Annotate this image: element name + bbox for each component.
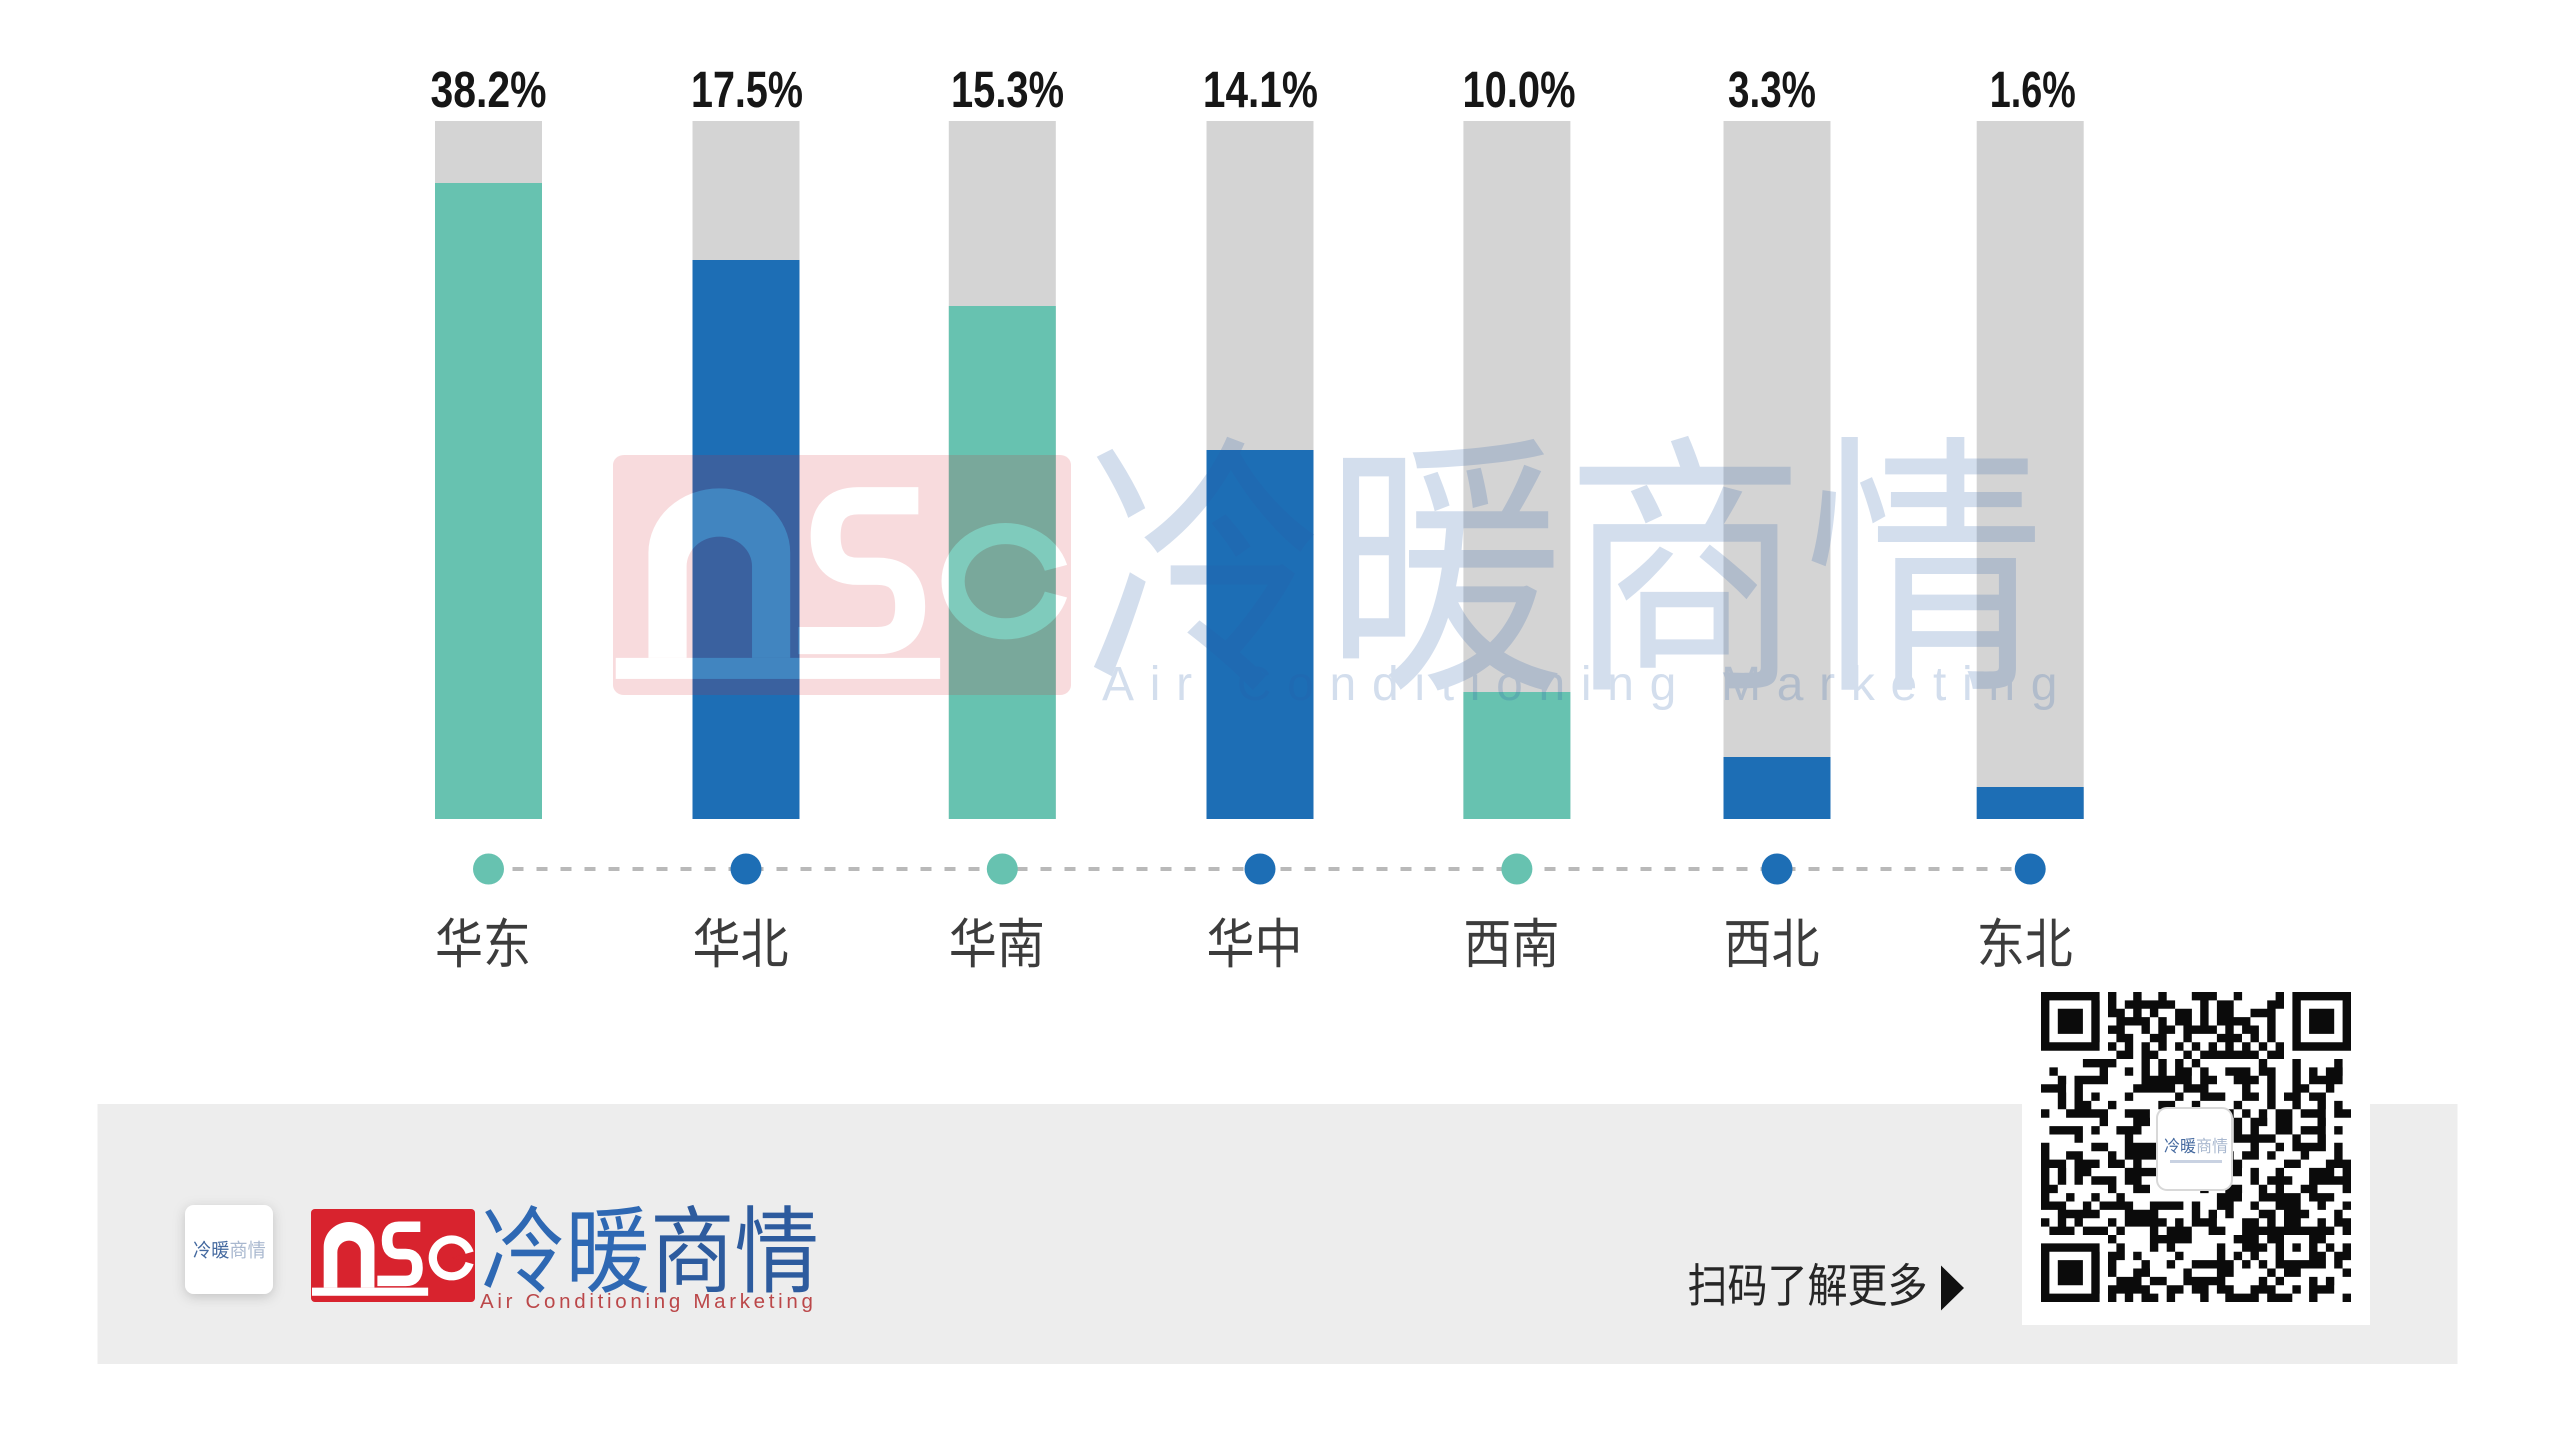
svg-text:17.5%: 17.5% bbox=[691, 61, 803, 118]
svg-text:38.2%: 38.2% bbox=[431, 61, 547, 118]
svg-text:3.3%: 3.3% bbox=[1728, 61, 1816, 118]
svg-text:14.1%: 14.1% bbox=[1203, 61, 1318, 118]
svg-text:Air Conditioning Marketing: Air Conditioning Marketing bbox=[1102, 658, 2073, 711]
svg-text:15.3%: 15.3% bbox=[951, 61, 1064, 118]
svg-text:1.6%: 1.6% bbox=[1990, 61, 2076, 118]
svg-text:10.0%: 10.0% bbox=[1463, 61, 1576, 118]
svg-text:Air Conditioning Marketing: Air Conditioning Marketing bbox=[480, 1290, 817, 1313]
